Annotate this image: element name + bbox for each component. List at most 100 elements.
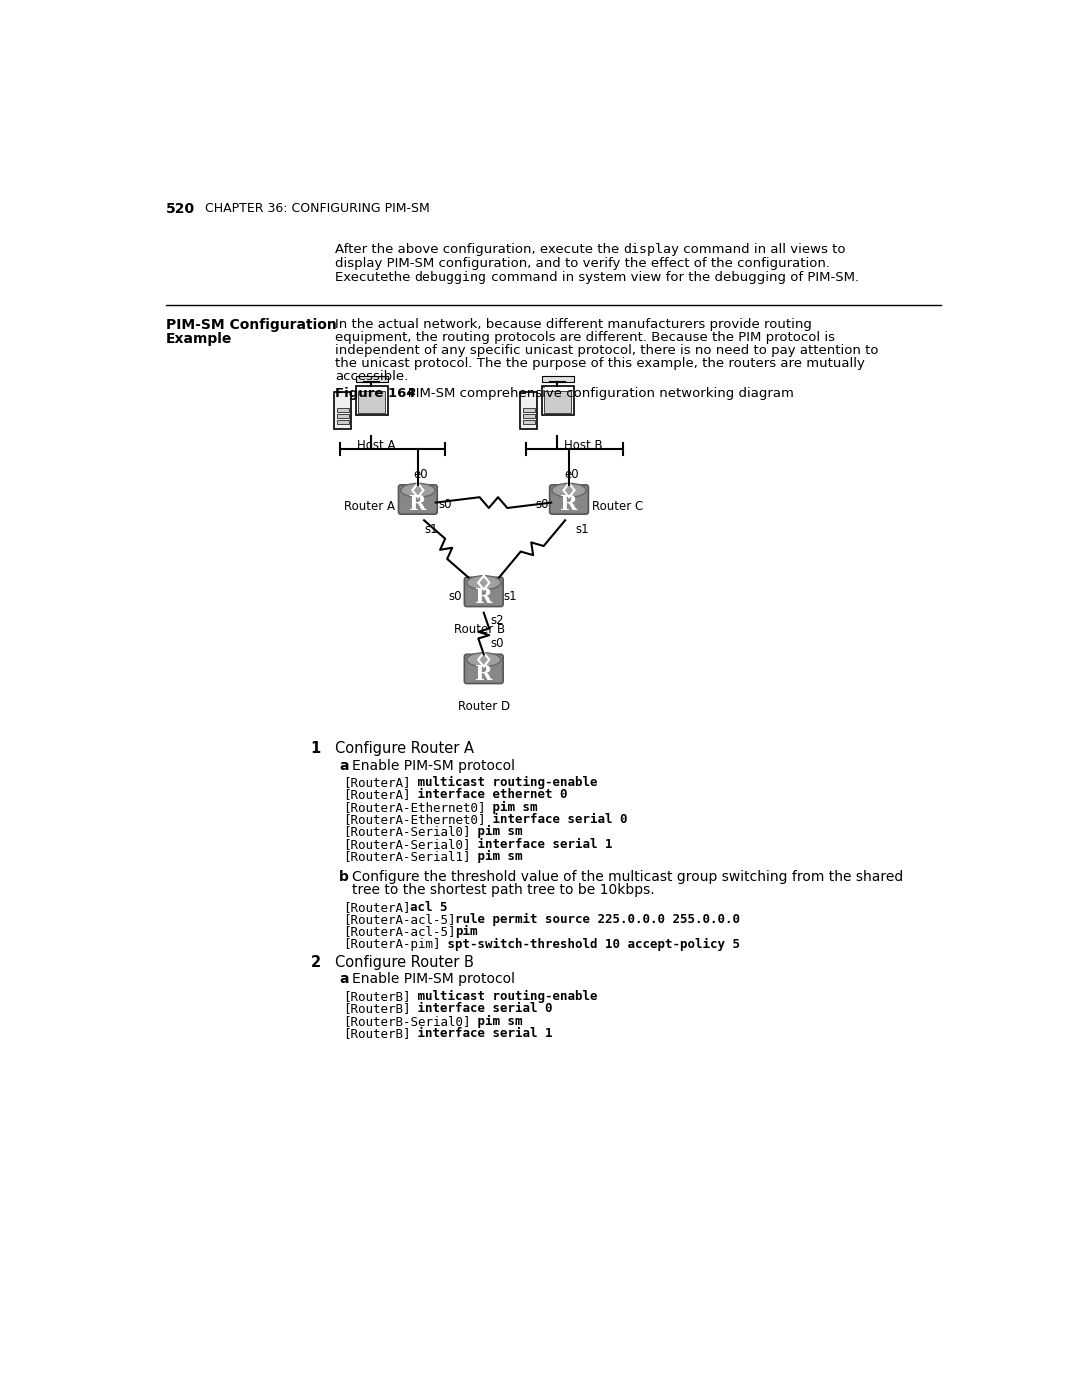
Text: spt-switch-threshold 10 accept-policy 5: spt-switch-threshold 10 accept-policy 5 [441,937,740,951]
Text: [RouterA-Ethernet0]: [RouterA-Ethernet0] [342,800,485,813]
Text: Configure Router B: Configure Router B [335,954,474,970]
Ellipse shape [552,483,586,497]
Text: Configure Router A: Configure Router A [335,742,474,756]
Text: tree to the shortest path tree to be 10kbps.: tree to the shortest path tree to be 10k… [352,883,654,897]
Bar [523,414,535,418]
Text: [RouterA-Ethernet0]: [RouterA-Ethernet0] [342,813,485,826]
Text: R: R [561,495,578,514]
Text: [RouterA-Serial0]: [RouterA-Serial0] [342,838,470,851]
Bar [544,391,570,412]
Bar [523,420,535,425]
Text: [RouterA-acl-5]: [RouterA-acl-5] [342,914,455,926]
Text: [RouterA]: [RouterA] [342,901,410,914]
Text: s2: s2 [490,615,503,627]
Text: s1: s1 [424,524,437,536]
Text: Host A: Host A [357,440,396,453]
Text: s0: s0 [490,637,503,651]
Text: R: R [475,664,492,683]
Text: a: a [339,759,349,773]
Text: [RouterA-acl-5]: [RouterA-acl-5] [342,925,455,939]
FancyBboxPatch shape [550,485,589,514]
Text: [RouterB-Serial0]: [RouterB-Serial0] [342,1014,470,1028]
Text: a: a [339,972,349,986]
Text: interface serial 1: interface serial 1 [410,1027,553,1039]
Text: Enable PIM-SM protocol: Enable PIM-SM protocol [352,972,515,986]
Text: debugging: debugging [415,271,487,284]
Text: independent of any specific unicast protocol, there is no need to pay attention : independent of any specific unicast prot… [335,344,878,358]
Text: [RouterA-Serial0]: [RouterA-Serial0] [342,826,470,838]
FancyBboxPatch shape [464,654,503,683]
Text: Router A: Router A [343,500,394,513]
Text: [RouterB]: [RouterB] [342,990,410,1003]
Text: [RouterA-pim]: [RouterA-pim] [342,937,441,950]
Bar [359,391,384,412]
Bar [356,386,389,415]
Text: pim sm: pim sm [470,826,523,838]
Text: display: display [623,243,679,256]
Text: pim sm: pim sm [470,1014,523,1028]
Text: e0: e0 [413,468,428,481]
Text: Figure 164: Figure 164 [335,387,416,400]
Ellipse shape [467,652,501,666]
Text: s1: s1 [576,524,589,536]
Text: s0: s0 [448,590,462,604]
Text: [RouterB]: [RouterB] [342,1002,410,1016]
Bar [334,391,351,429]
Text: CHAPTER 36: CONFIGURING PIM-SM: CHAPTER 36: CONFIGURING PIM-SM [205,203,430,215]
FancyBboxPatch shape [399,485,437,514]
Ellipse shape [467,576,501,590]
Text: [RouterA]: [RouterA] [342,775,410,789]
Text: Executethe: Executethe [335,271,415,284]
Text: R: R [409,495,427,514]
Bar [337,408,349,412]
Text: [RouterB]: [RouterB] [342,1027,410,1039]
Text: b: b [339,870,349,884]
Text: the unicast protocol. The the purpose of this example, the routers are mutually: the unicast protocol. The the purpose of… [335,358,865,370]
Text: command in system view for the debugging of PIM-SM.: command in system view for the debugging… [487,271,859,284]
Text: PIM-SM Configuration: PIM-SM Configuration [166,317,337,332]
Text: PIM-SM comprehensive configuration networking diagram: PIM-SM comprehensive configuration netwo… [395,387,794,400]
Text: After the above configuration, execute the: After the above configuration, execute t… [335,243,623,256]
Bar [542,386,575,415]
Text: Host B: Host B [564,440,603,453]
Text: interface serial 0: interface serial 0 [485,813,627,826]
Text: equipment, the routing protocols are different. Because the PIM protocol is: equipment, the routing protocols are dif… [335,331,835,344]
Text: Example: Example [166,331,232,345]
Text: Router D: Router D [458,700,510,712]
Text: [RouterA-Serial1]: [RouterA-Serial1] [342,849,470,863]
Text: 1: 1 [311,742,321,756]
Text: [RouterA]: [RouterA] [342,788,410,802]
Text: e0: e0 [564,468,579,481]
Text: interface serial 0: interface serial 0 [410,1002,553,1016]
Text: display PIM-SM configuration, and to verify the effect of the configuration.: display PIM-SM configuration, and to ver… [335,257,829,270]
Text: acl 5: acl 5 [410,901,448,914]
Text: s1: s1 [504,590,517,604]
Text: rule permit source 225.0.0.0 255.0.0.0: rule permit source 225.0.0.0 255.0.0.0 [455,914,740,926]
Text: 2: 2 [311,954,321,970]
Text: R: R [475,587,492,606]
Bar [523,408,535,412]
Bar [337,420,349,425]
Text: pim: pim [455,925,477,939]
Text: s0: s0 [536,497,549,511]
Text: 520: 520 [166,203,195,217]
Bar [337,414,349,418]
Text: accessible.: accessible. [335,370,408,383]
Text: Configure the threshold value of the multicast group switching from the shared: Configure the threshold value of the mul… [352,870,903,884]
Text: multicast routing-enable: multicast routing-enable [410,775,597,789]
Text: interface serial 1: interface serial 1 [470,838,612,851]
FancyBboxPatch shape [464,577,503,606]
Text: pim sm: pim sm [485,800,538,813]
Text: multicast routing-enable: multicast routing-enable [410,990,597,1003]
Text: Router B: Router B [455,623,505,636]
Text: s0: s0 [438,497,451,511]
Text: In the actual network, because different manufacturers provide routing: In the actual network, because different… [335,317,812,331]
Bar [356,376,389,381]
Text: Router C: Router C [592,500,644,513]
Ellipse shape [401,483,435,497]
Bar [521,391,537,429]
Text: Enable PIM-SM protocol: Enable PIM-SM protocol [352,759,515,773]
Text: command in all views to: command in all views to [679,243,846,256]
Text: pim sm: pim sm [470,849,523,863]
Bar [542,376,575,381]
